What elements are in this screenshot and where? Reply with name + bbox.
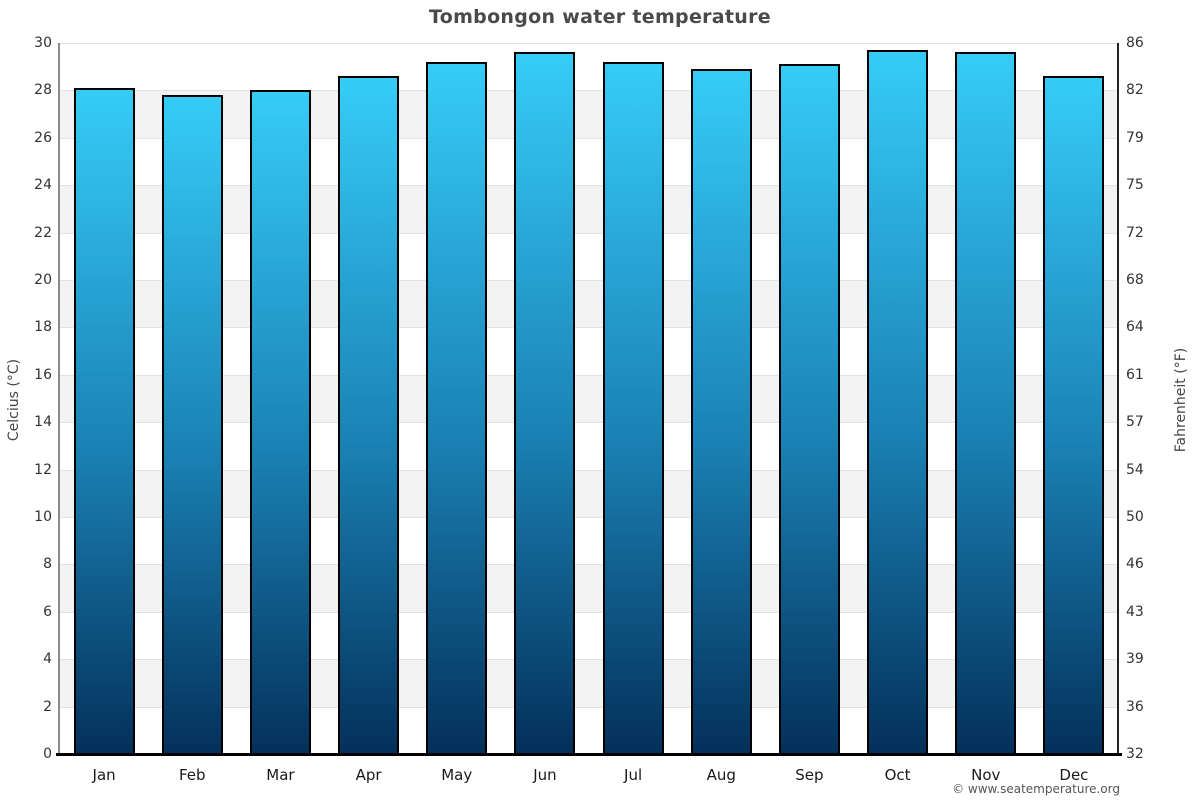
- month-label-sep: Sep: [795, 766, 824, 784]
- x-axis-baseline: [56, 753, 1122, 756]
- fahrenheit-tick-label: 54: [1126, 461, 1144, 478]
- fahrenheit-tick-label: 75: [1126, 177, 1144, 194]
- celsius-tick-label: 2: [43, 698, 52, 715]
- plot-band: [60, 611, 1118, 660]
- fahrenheit-tick-label: 46: [1126, 556, 1144, 573]
- bar-mar: [249, 90, 311, 754]
- plot-band: [60, 659, 1118, 707]
- plot-band: [60, 469, 1118, 517]
- gridline: [60, 374, 1118, 376]
- celsius-tick-label: 26: [34, 129, 52, 146]
- fahrenheit-tick-label: 57: [1126, 414, 1144, 431]
- bar-jul: [602, 61, 664, 754]
- fahrenheit-tick-label: 39: [1126, 651, 1144, 668]
- celsius-tick-label: 6: [43, 603, 52, 620]
- gridline: [60, 90, 1118, 92]
- month-label-may: May: [441, 766, 473, 784]
- plot-band: [60, 706, 1118, 754]
- fahrenheit-tick-label: 32: [1126, 746, 1144, 762]
- plot-band: [60, 517, 1118, 565]
- plot-band: [60, 422, 1118, 470]
- celsius-tick-label: 0: [43, 746, 52, 762]
- fahrenheit-tick-label: 50: [1126, 509, 1144, 525]
- month-label-aug: Aug: [706, 766, 736, 784]
- fahrenheit-tick-label: 79: [1126, 129, 1144, 146]
- gridline: [60, 517, 1118, 518]
- chart-title: Tombongon water temperature: [428, 6, 771, 28]
- month-label-jan: Jan: [92, 766, 116, 784]
- fahrenheit-tick-label: 82: [1126, 82, 1144, 99]
- celsius-tick-label: 22: [34, 224, 52, 241]
- month-label-apr: Apr: [355, 766, 382, 784]
- bar-feb: [161, 95, 223, 754]
- month-label-dec: Dec: [1059, 766, 1089, 784]
- celsius-tick-label: 28: [34, 82, 52, 99]
- bar-jan: [73, 88, 135, 754]
- plot-band: [60, 90, 1118, 138]
- celsius-tick-label: 10: [34, 509, 52, 525]
- gridline: [60, 659, 1118, 661]
- gridline: [60, 564, 1118, 566]
- month-label-jul: Jul: [624, 766, 643, 784]
- fahrenheit-tick-label: 43: [1126, 603, 1144, 620]
- gridline: [60, 469, 1118, 471]
- gridline: [60, 43, 1118, 44]
- celsius-tick-label: 4: [43, 651, 52, 668]
- month-label-jun: Jun: [533, 766, 557, 784]
- gridline: [60, 327, 1118, 329]
- plot-band: [60, 280, 1118, 328]
- celsius-tick-label: 8: [43, 556, 52, 573]
- fahrenheit-tick-label: 36: [1126, 698, 1144, 715]
- gridline: [60, 706, 1118, 708]
- gridline: [60, 232, 1118, 234]
- celsius-tick-label: 20: [34, 272, 52, 288]
- celsius-tick-label: 30: [34, 35, 52, 51]
- fahrenheit-tick-label: 72: [1126, 224, 1144, 241]
- plot-band: [60, 327, 1118, 375]
- celsius-axis-title: Celcius (°C): [6, 358, 22, 442]
- plot-band: [60, 43, 1118, 91]
- gridline: [60, 280, 1118, 281]
- bar-may: [426, 61, 488, 754]
- month-label-nov: Nov: [971, 766, 1001, 784]
- gridline: [60, 137, 1118, 139]
- fahrenheit-axis-title: Fahrenheit (°F): [1173, 347, 1189, 453]
- celsius-tick-label: 12: [34, 461, 52, 478]
- month-label-oct: Oct: [884, 766, 911, 784]
- left-axis-line: [58, 43, 60, 756]
- month-label-mar: Mar: [266, 766, 295, 784]
- plot-band: [60, 232, 1118, 280]
- bar-apr: [338, 76, 400, 754]
- bar-nov: [955, 52, 1017, 754]
- celsius-tick-label: 16: [34, 366, 52, 383]
- gridline: [60, 611, 1118, 613]
- bar-sep: [778, 64, 840, 754]
- fahrenheit-tick-label: 61: [1126, 366, 1144, 383]
- bar-aug: [690, 69, 752, 754]
- gridline: [60, 185, 1118, 187]
- plot-band: [60, 137, 1118, 186]
- bar-oct: [867, 50, 929, 754]
- gridline: [60, 422, 1118, 424]
- plot-band: [60, 564, 1118, 612]
- bar-jun: [514, 52, 576, 754]
- fahrenheit-tick-label: 68: [1126, 272, 1144, 288]
- fahrenheit-tick-label: 86: [1126, 35, 1144, 51]
- plot-band: [60, 374, 1118, 423]
- copyright-credit-link[interactable]: © www.seatemperature.org: [952, 782, 1120, 796]
- month-label-feb: Feb: [178, 766, 206, 784]
- fahrenheit-tick-label: 64: [1126, 319, 1144, 336]
- plot-band: [60, 185, 1118, 233]
- celsius-tick-label: 18: [34, 319, 52, 336]
- celsius-tick-label: 14: [34, 414, 52, 431]
- celsius-tick-label: 24: [34, 177, 52, 194]
- bar-dec: [1043, 76, 1105, 754]
- right-axis-line: [1117, 43, 1119, 756]
